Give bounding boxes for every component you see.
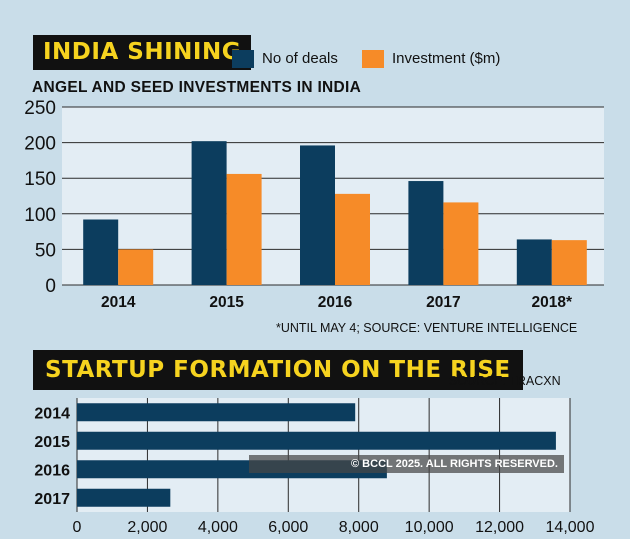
source-label: SOURCE: TRACXN [449, 374, 561, 388]
y-tick-label: 2014 [34, 405, 70, 422]
bar-investment-2016 [335, 193, 370, 285]
legend-swatch-investment [362, 50, 384, 68]
y-tick-label: 250 [24, 98, 56, 119]
y-tick-label: 100 [24, 205, 56, 226]
hbar-2014 [77, 403, 356, 422]
x-tick-label: 12,000 [475, 519, 524, 536]
x-tick-label: 2017 [426, 294, 460, 311]
y-tick-label: 200 [24, 134, 56, 155]
bar-investment-2018 [551, 240, 587, 285]
chart-footnote: *UNTIL MAY 4; SOURCE: VENTURE INTELLIGEN… [276, 321, 578, 335]
y-tick-label: 150 [24, 169, 56, 190]
x-tick-label: 2,000 [127, 519, 167, 536]
x-tick-label: 8,000 [339, 519, 379, 536]
hbar-2017 [77, 488, 171, 507]
bar-deals-2014 [83, 219, 119, 285]
chart-title-startup-formation: STARTUP FORMATION ON THE RISE [33, 350, 523, 390]
bar-deals-2018 [516, 239, 552, 285]
x-tick-label: 2015 [209, 294, 244, 311]
bar-deals-2016 [300, 145, 335, 285]
x-tick-label: 14,000 [546, 519, 595, 536]
legend-swatch-deals [232, 50, 254, 68]
bar-investment-2017 [443, 202, 479, 285]
copyright-watermark: © BCCL 2025. ALL RIGHTS RESERVED. [249, 455, 564, 473]
x-tick-label: 2014 [101, 294, 136, 311]
x-tick-label: 10,000 [405, 519, 454, 536]
bar-investment-2014 [118, 249, 154, 285]
y-tick-label: 0 [45, 276, 56, 297]
chart-title-india-shining: INDIA SHINING [33, 35, 252, 70]
bar-deals-2017 [408, 181, 444, 285]
x-tick-label: 6,000 [268, 519, 308, 536]
chart-subtitle: ANGEL AND SEED INVESTMENTS IN INDIA [32, 79, 362, 96]
x-tick-label: 2016 [318, 294, 353, 311]
legend-label-deals: No of deals [262, 50, 338, 67]
x-tick-label: 2018* [532, 294, 573, 311]
legend-label-investment: Investment ($m) [392, 50, 501, 67]
y-tick-label: 2016 [34, 462, 70, 479]
bar-deals-2015 [191, 141, 227, 285]
x-tick-label: 0 [73, 519, 82, 536]
bar-investment-2015 [226, 173, 262, 285]
y-tick-label: 2015 [34, 434, 70, 451]
y-tick-label: 2017 [34, 491, 70, 508]
hbar-2015 [77, 431, 556, 450]
x-tick-label: 4,000 [198, 519, 238, 536]
y-tick-label: 50 [35, 240, 56, 261]
